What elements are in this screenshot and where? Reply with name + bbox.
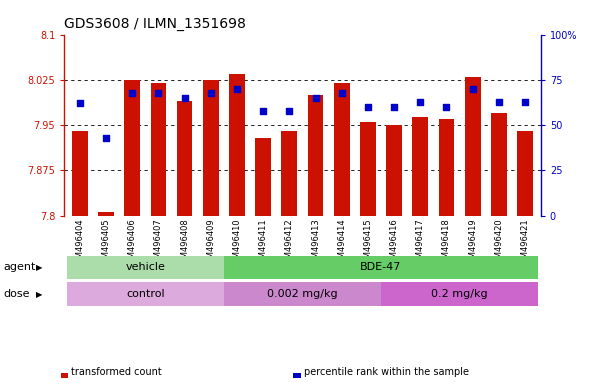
- Text: ▶: ▶: [37, 263, 43, 272]
- Point: [258, 108, 268, 114]
- Bar: [177, 101, 192, 216]
- Text: agent: agent: [3, 262, 35, 272]
- Point: [232, 86, 242, 92]
- Bar: [255, 139, 271, 216]
- Text: GDS3608 / ILMN_1351698: GDS3608 / ILMN_1351698: [64, 17, 246, 31]
- Bar: [381, 282, 538, 306]
- Bar: [150, 83, 166, 216]
- Point: [180, 95, 189, 101]
- Bar: [439, 119, 455, 216]
- Point: [415, 99, 425, 105]
- Text: percentile rank within the sample: percentile rank within the sample: [304, 367, 469, 377]
- Point: [75, 100, 85, 106]
- Point: [101, 135, 111, 141]
- Text: 0.002 mg/kg: 0.002 mg/kg: [267, 289, 338, 299]
- Point: [363, 104, 373, 110]
- Bar: [67, 282, 224, 306]
- Bar: [229, 74, 245, 216]
- Text: control: control: [126, 289, 164, 299]
- Text: dose: dose: [3, 289, 29, 299]
- Text: transformed count: transformed count: [71, 367, 163, 377]
- Point: [389, 104, 399, 110]
- Text: ▶: ▶: [37, 290, 43, 299]
- Point: [468, 86, 478, 92]
- Bar: [360, 122, 376, 216]
- Bar: [224, 255, 538, 279]
- Text: BDE-47: BDE-47: [360, 262, 401, 272]
- Point: [206, 89, 216, 96]
- Bar: [125, 80, 140, 216]
- Text: 0.2 mg/kg: 0.2 mg/kg: [431, 289, 488, 299]
- Bar: [203, 80, 219, 216]
- Bar: [72, 131, 88, 216]
- Text: vehicle: vehicle: [125, 262, 165, 272]
- Point: [442, 104, 452, 110]
- Bar: [98, 212, 114, 216]
- Bar: [491, 113, 507, 216]
- Point: [310, 95, 320, 101]
- Bar: [465, 77, 480, 216]
- Bar: [308, 95, 323, 216]
- Bar: [386, 125, 402, 216]
- Point: [285, 108, 295, 114]
- Bar: [412, 118, 428, 216]
- Bar: [517, 131, 533, 216]
- Point: [337, 89, 346, 96]
- Point: [494, 99, 503, 105]
- Point: [153, 89, 163, 96]
- Bar: [67, 255, 224, 279]
- Point: [520, 99, 530, 105]
- Bar: [224, 282, 381, 306]
- Point: [127, 89, 137, 96]
- Bar: [282, 131, 297, 216]
- Bar: [334, 83, 349, 216]
